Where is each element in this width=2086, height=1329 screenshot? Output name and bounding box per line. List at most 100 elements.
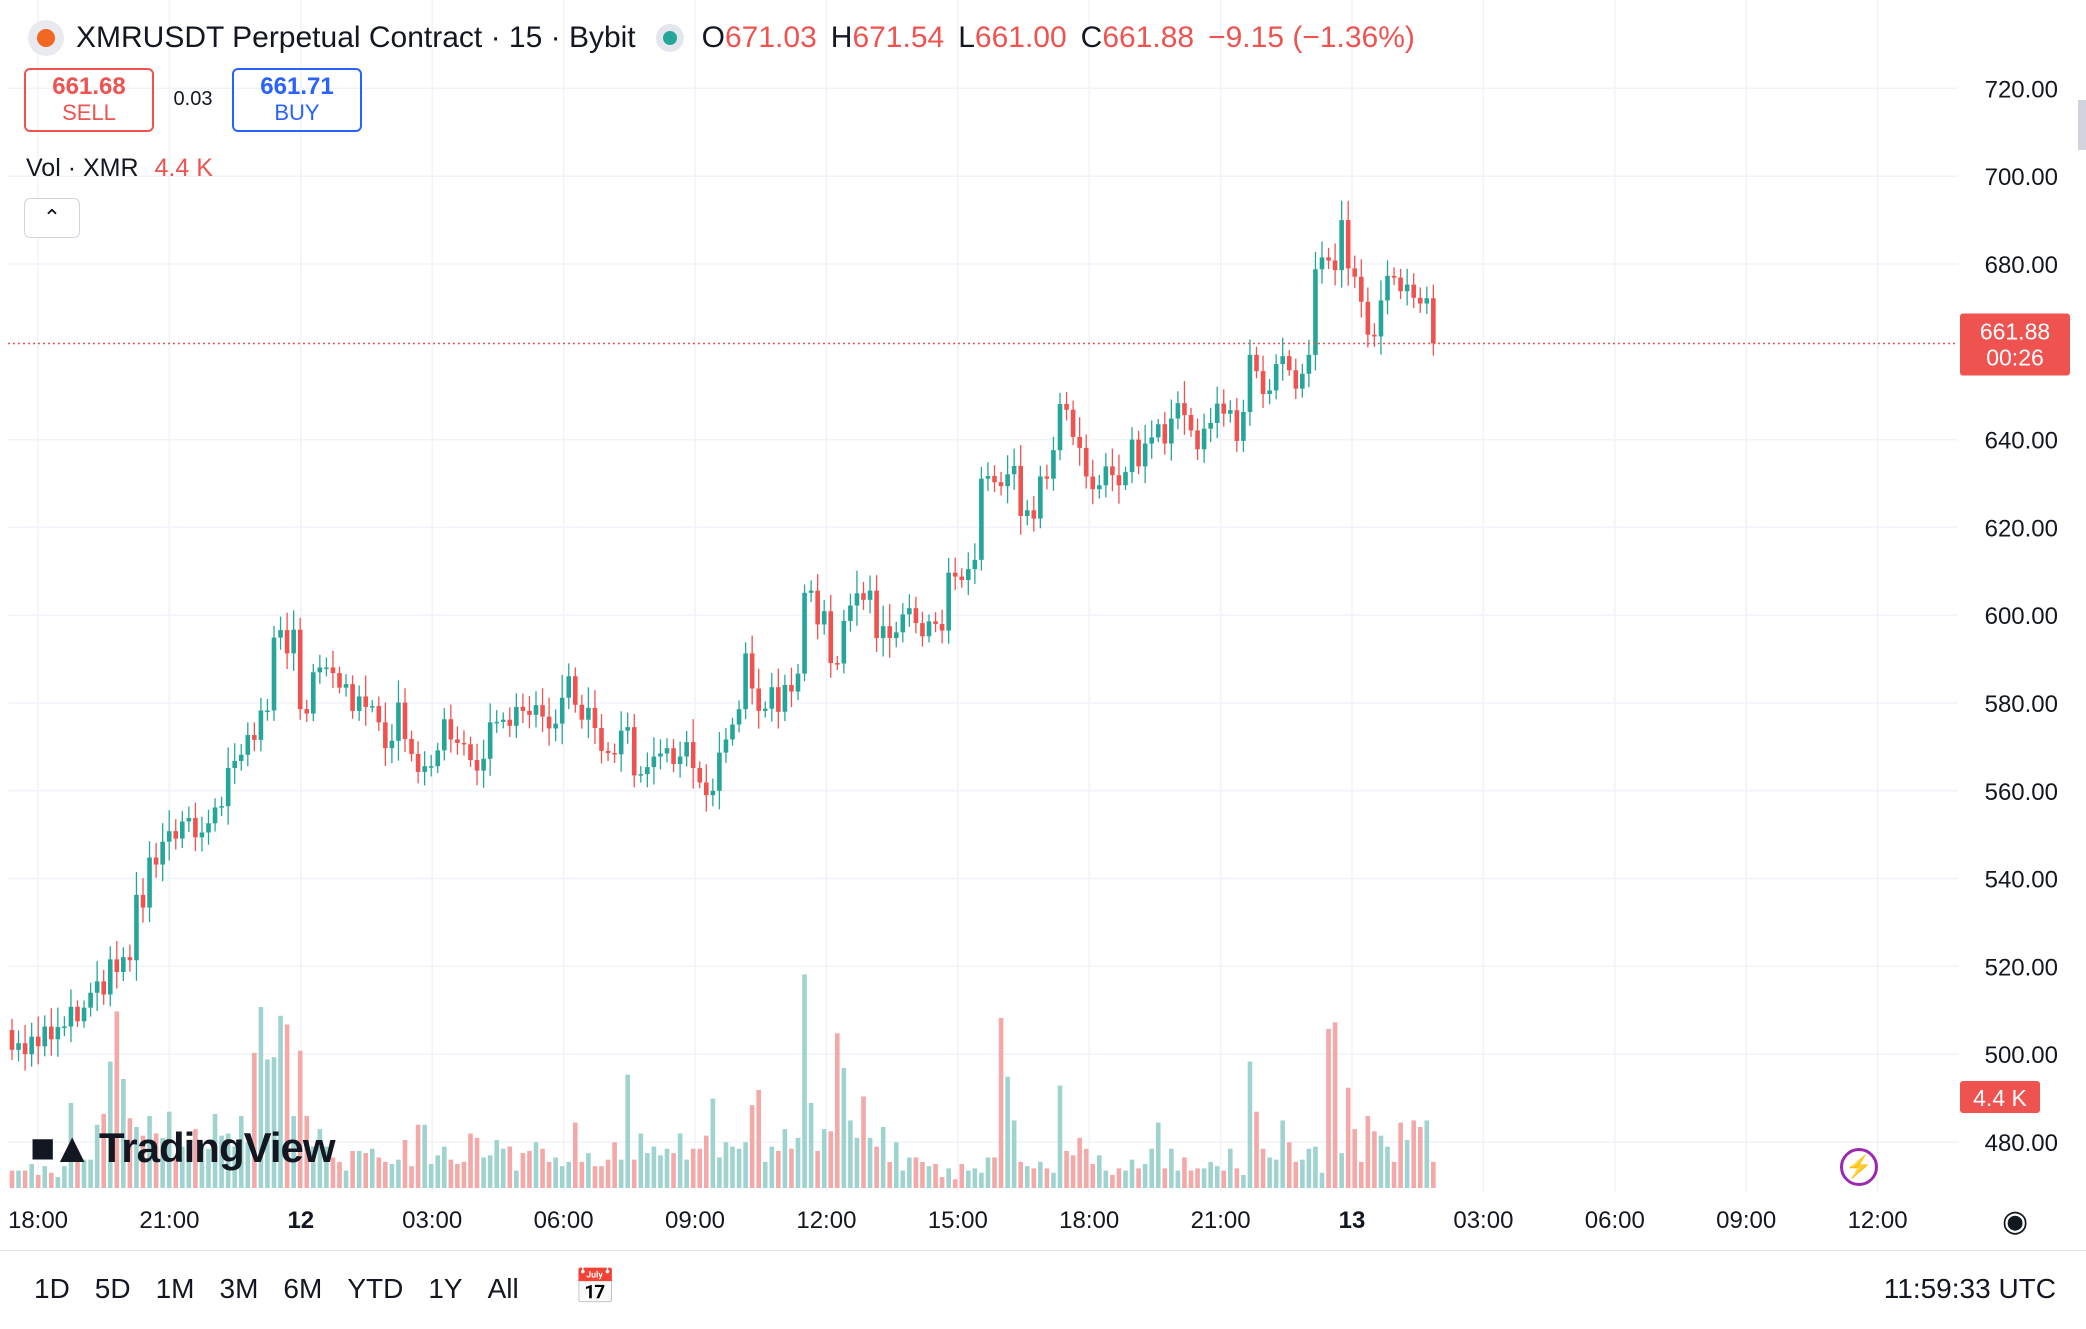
symbol-title[interactable]: XMRUSDT Perpetual Contract · 15 · Bybit bbox=[76, 21, 636, 54]
volume-label: Vol · XMR bbox=[26, 154, 139, 182]
volume-bar bbox=[1241, 1174, 1246, 1188]
candle-body bbox=[992, 476, 997, 483]
volume-bar bbox=[101, 1113, 106, 1188]
candle-body bbox=[350, 684, 355, 711]
candle-body bbox=[520, 706, 526, 711]
candle-body bbox=[651, 756, 657, 768]
candle-body bbox=[507, 719, 513, 726]
candle-body bbox=[1116, 475, 1122, 486]
volume-legend[interactable]: Vol · XMR 4.4 K bbox=[26, 154, 213, 183]
candle-body bbox=[664, 748, 670, 754]
candle-body bbox=[1064, 404, 1069, 410]
volume-bar bbox=[455, 1164, 460, 1188]
volume-bar bbox=[533, 1142, 539, 1188]
volume-bar bbox=[297, 1050, 303, 1188]
candle-body bbox=[1352, 268, 1358, 277]
volume-bar bbox=[55, 1177, 61, 1188]
candle-body bbox=[514, 706, 519, 726]
candle-body bbox=[730, 724, 735, 740]
candle-body bbox=[1247, 354, 1253, 412]
volume-bar bbox=[415, 1124, 421, 1188]
candle-body bbox=[265, 710, 270, 712]
candle-body bbox=[114, 959, 120, 973]
candle-body bbox=[776, 687, 781, 712]
candle-body bbox=[494, 721, 499, 724]
volume-bar bbox=[1313, 1146, 1318, 1188]
range-6m[interactable]: 6M bbox=[283, 1273, 323, 1304]
candle-body bbox=[631, 727, 637, 776]
goto-date-icon[interactable]: 📅 bbox=[574, 1268, 617, 1306]
volume-bar bbox=[802, 974, 807, 1188]
volume-bar bbox=[1188, 1170, 1194, 1188]
volume-bar bbox=[1391, 1161, 1397, 1188]
volume-bar bbox=[193, 1129, 198, 1188]
last-price-marker bbox=[1960, 313, 2070, 376]
volume-bars bbox=[9, 974, 1436, 1188]
volume-bar bbox=[330, 1157, 336, 1188]
candle-body bbox=[193, 818, 198, 838]
volume-bar bbox=[153, 1133, 159, 1188]
volume-bar bbox=[376, 1157, 382, 1188]
volume-bar bbox=[926, 1166, 932, 1188]
range-3m[interactable]: 3M bbox=[219, 1273, 259, 1304]
volume-bar bbox=[631, 1159, 637, 1188]
scale-settings-icon[interactable]: ◉ bbox=[2002, 1205, 2029, 1238]
volume-bar bbox=[1070, 1155, 1076, 1188]
candle-body bbox=[599, 728, 604, 751]
candle-body bbox=[1103, 466, 1109, 486]
volume-bar bbox=[998, 1017, 1004, 1188]
range-1d[interactable]: 1D bbox=[34, 1273, 70, 1304]
volume-bar bbox=[939, 1177, 945, 1188]
candle-body bbox=[1077, 436, 1082, 448]
collapse-legend-button[interactable]: ⌃ bbox=[24, 198, 80, 238]
utc-clock[interactable]: 11:59:33 UTC bbox=[1883, 1273, 2056, 1304]
candle-body bbox=[946, 572, 951, 631]
volume-bar bbox=[225, 1133, 231, 1188]
candlestick-chart[interactable]: 720.00 700.00 680.00 640.00 620.00 600.00 580.… bbox=[0, 0, 2086, 1250]
market-status-icon[interactable] bbox=[655, 24, 684, 52]
close-value: 661.88 bbox=[1102, 21, 1195, 54]
volume-bar bbox=[252, 1052, 257, 1188]
candle-body bbox=[592, 707, 598, 729]
candle-body bbox=[225, 767, 231, 807]
monero-logo-icon bbox=[28, 20, 64, 56]
volume-bar bbox=[848, 1120, 853, 1188]
volume-bar bbox=[933, 1164, 938, 1188]
candle-body bbox=[900, 614, 906, 633]
candle-body bbox=[717, 752, 722, 791]
volume-bar bbox=[265, 1059, 270, 1188]
range-5d[interactable]: 5D bbox=[94, 1273, 131, 1304]
range-all[interactable]: All bbox=[487, 1273, 519, 1304]
candle-body bbox=[1359, 276, 1364, 302]
right-scroll-handle[interactable] bbox=[2078, 100, 2086, 150]
volume-bar bbox=[317, 1129, 323, 1188]
volume-bar bbox=[238, 1116, 244, 1188]
high-value: 671.54 bbox=[852, 21, 945, 54]
candle-body bbox=[1090, 476, 1096, 490]
time-tick-label: 12:00 bbox=[1848, 1207, 1908, 1234]
range-1m[interactable]: 1M bbox=[155, 1273, 195, 1304]
volume-bar bbox=[756, 1089, 761, 1188]
range-1y[interactable]: 1Y bbox=[428, 1273, 463, 1304]
lightning-icon[interactable]: ⚡ bbox=[1840, 1148, 1878, 1186]
candle-body bbox=[337, 673, 342, 688]
volume-bar bbox=[514, 1170, 519, 1188]
volume-bar bbox=[795, 1137, 801, 1188]
candle-body bbox=[926, 621, 932, 637]
time-tick-label: 18:00 bbox=[8, 1207, 68, 1234]
volume-bar bbox=[566, 1161, 572, 1188]
open-value: 671.03 bbox=[725, 21, 817, 54]
volume-bar bbox=[605, 1159, 611, 1188]
sell-button[interactable]: 661.68 SELL bbox=[24, 68, 154, 132]
buy-button[interactable]: 661.71 BUY bbox=[232, 68, 362, 132]
candle-body bbox=[199, 832, 205, 838]
candle-body bbox=[1024, 510, 1030, 516]
price-tick-label: 480.00 bbox=[1985, 1130, 2058, 1157]
volume-bar bbox=[1385, 1146, 1390, 1188]
volume-bar bbox=[1280, 1120, 1285, 1188]
volume-bar bbox=[1038, 1161, 1043, 1188]
range-ytd[interactable]: YTD bbox=[347, 1273, 404, 1304]
tradingview-logo[interactable]: ■▲ TradingView bbox=[30, 1124, 336, 1172]
time-axis: 18:00 21:00 12 03:00 06:00 09:00 12:00 15:00 18:… bbox=[8, 1207, 1908, 1234]
volume-bar bbox=[553, 1157, 558, 1188]
